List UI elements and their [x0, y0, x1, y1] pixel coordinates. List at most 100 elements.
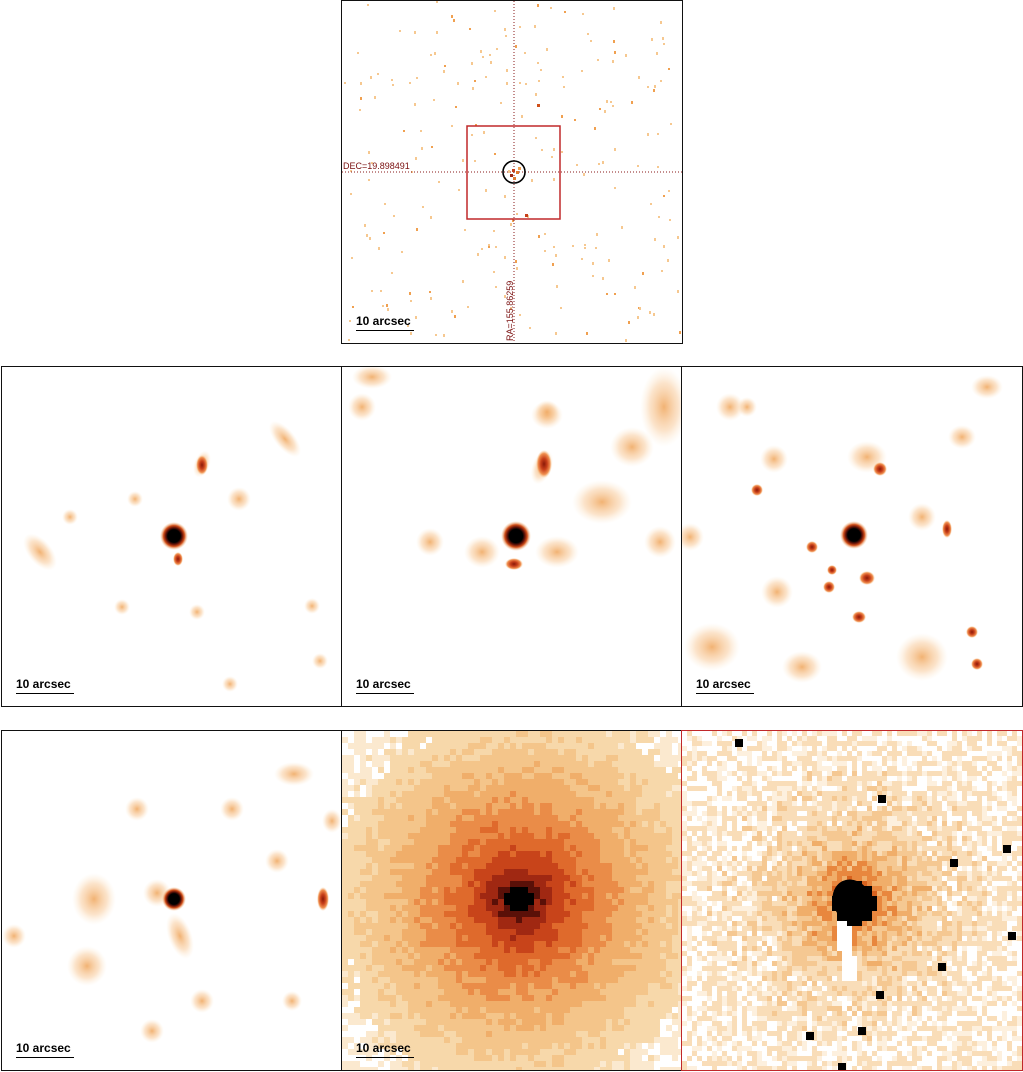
pixel — [852, 796, 857, 801]
pixel — [862, 861, 867, 866]
pixel — [682, 781, 687, 786]
pixel — [660, 737, 666, 743]
pixel — [822, 856, 827, 861]
pixel — [852, 766, 857, 771]
pixel — [408, 797, 414, 803]
pixel — [747, 871, 752, 876]
pixel — [420, 815, 426, 821]
pixel — [892, 856, 897, 861]
pixel — [636, 881, 642, 887]
pixel — [618, 737, 624, 743]
pixel — [932, 846, 937, 851]
pixel — [678, 1013, 681, 1019]
pixel — [594, 761, 600, 767]
pixel — [660, 761, 666, 767]
pixel — [822, 861, 827, 866]
pixel — [558, 1043, 564, 1049]
pixel — [390, 755, 396, 761]
pixel — [678, 953, 681, 959]
pixel — [432, 977, 438, 983]
pixel — [546, 1055, 552, 1061]
pixel — [630, 833, 636, 839]
pixel — [540, 989, 546, 995]
photon-pixel — [562, 76, 564, 78]
pixel — [867, 876, 872, 881]
pixel — [654, 1001, 660, 1007]
pixel — [462, 875, 468, 881]
pixel — [516, 791, 522, 797]
pixel — [606, 923, 612, 929]
pixel — [618, 797, 624, 803]
pixel — [717, 851, 722, 856]
source-pixel — [510, 174, 513, 177]
pixel — [504, 779, 510, 785]
pixel — [630, 797, 636, 803]
pixel — [648, 821, 654, 827]
pixel — [414, 941, 420, 947]
pixel — [654, 905, 660, 911]
pixel — [917, 831, 922, 836]
pixel — [384, 1001, 390, 1007]
pixel — [867, 801, 872, 806]
pixel — [468, 995, 474, 1001]
pixel — [384, 779, 390, 785]
pixel — [360, 1001, 366, 1007]
pixel — [552, 749, 558, 755]
pixel — [582, 803, 588, 809]
pixel — [648, 929, 654, 935]
pixel — [1012, 796, 1017, 801]
pixel — [360, 887, 366, 893]
pixel — [807, 831, 812, 836]
pixel — [807, 846, 812, 851]
pixel — [594, 815, 600, 821]
pixel — [414, 923, 420, 929]
pixel — [792, 796, 797, 801]
pixel — [902, 861, 907, 866]
photon-pixel — [561, 115, 563, 118]
pixel — [600, 749, 606, 755]
pixel — [570, 1001, 576, 1007]
pixel — [654, 773, 660, 779]
pixel — [882, 756, 887, 761]
pixel — [516, 935, 522, 941]
pixel — [897, 776, 902, 781]
pixel — [787, 746, 792, 751]
pixel — [678, 833, 681, 839]
pixel — [546, 917, 552, 923]
pixel — [827, 836, 832, 841]
photon-pixel — [546, 48, 548, 51]
pixel — [384, 827, 390, 833]
pixel — [630, 923, 636, 929]
pixel — [897, 816, 902, 821]
photon-pixel — [493, 230, 495, 232]
pixel — [474, 1067, 480, 1070]
pixel — [672, 761, 678, 767]
pixel — [576, 881, 582, 887]
pixel — [402, 971, 408, 977]
pixel — [612, 1007, 618, 1013]
pixel — [962, 781, 967, 786]
pixel — [408, 1013, 414, 1019]
pixel — [576, 899, 582, 905]
pixel — [887, 861, 892, 866]
pixel — [917, 811, 922, 816]
pixel — [867, 806, 872, 811]
photon-pixel — [584, 244, 586, 246]
pixel — [882, 741, 887, 746]
pixel — [967, 841, 972, 846]
pixel — [752, 871, 757, 876]
pixel — [546, 761, 552, 767]
photon-pixel — [524, 52, 526, 54]
pixel — [642, 995, 648, 1001]
pixel — [402, 839, 408, 845]
photon-pixel — [488, 244, 490, 246]
pixel — [588, 917, 594, 923]
pixel — [372, 845, 378, 851]
photon-pixel — [535, 137, 537, 139]
pixel — [540, 815, 546, 821]
pixel — [812, 796, 817, 801]
pixel — [492, 1043, 498, 1049]
pixel — [660, 749, 666, 755]
pixel — [594, 887, 600, 893]
pixel — [384, 917, 390, 923]
